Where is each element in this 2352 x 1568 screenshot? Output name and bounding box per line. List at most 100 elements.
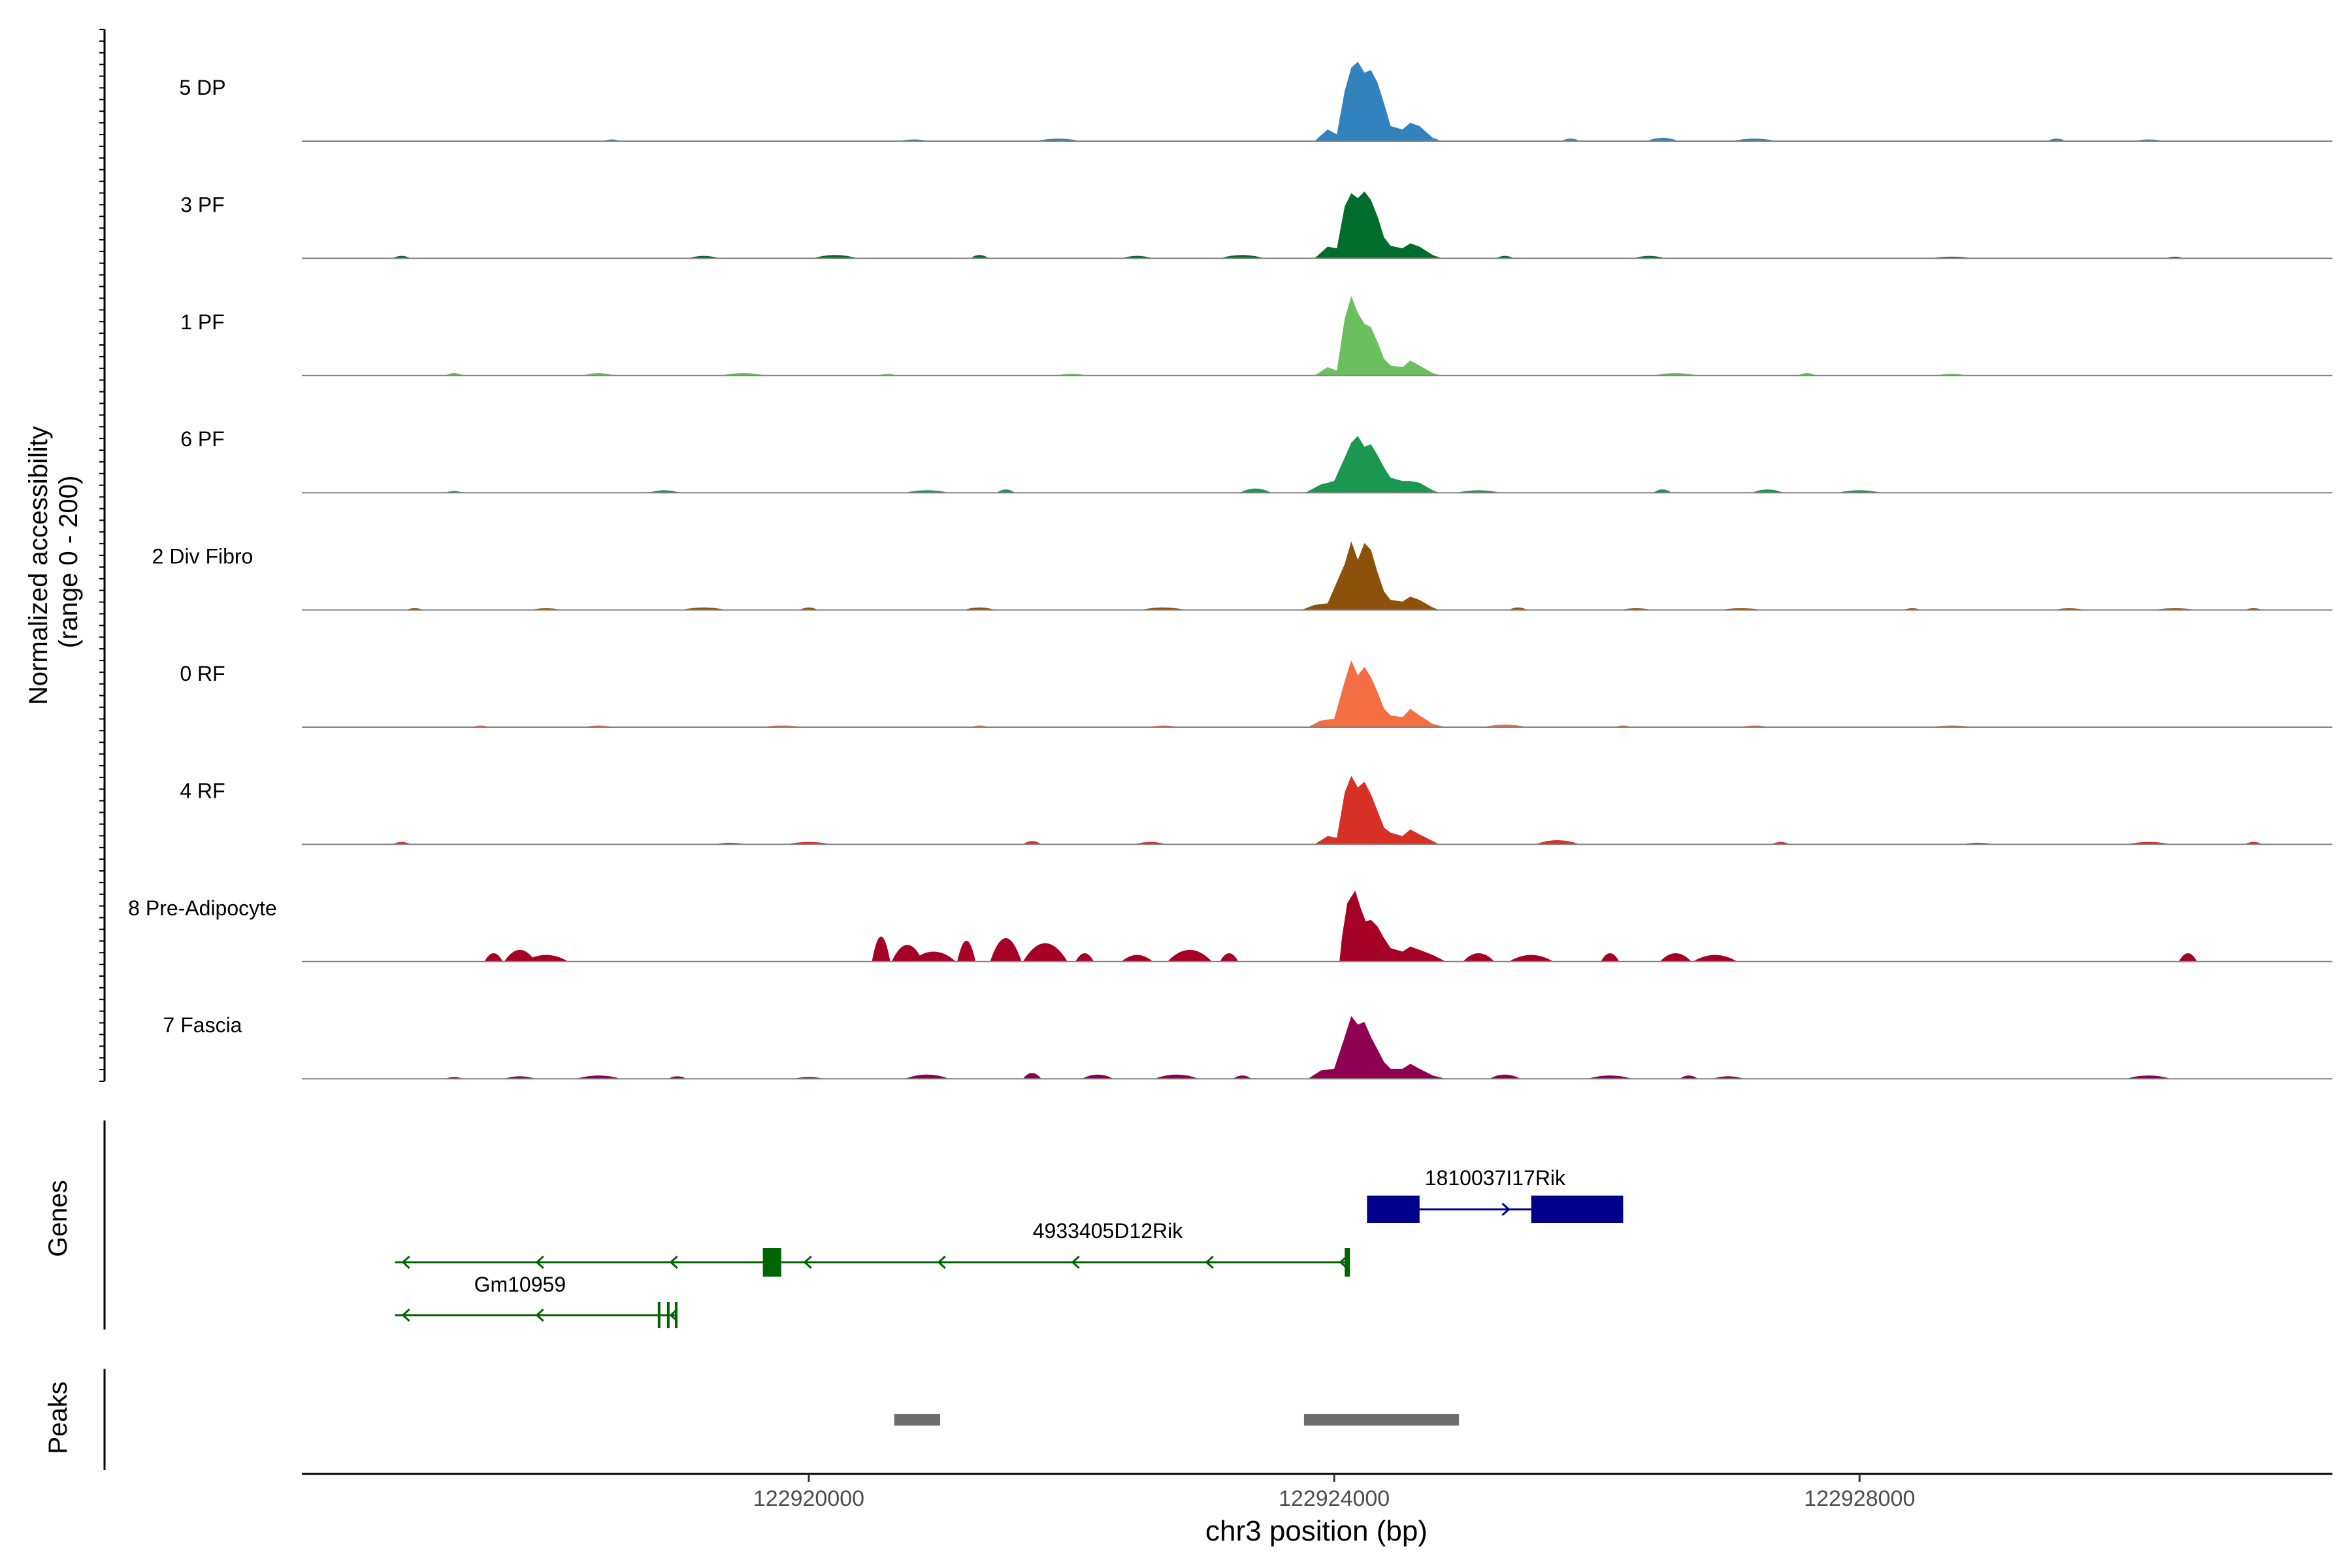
coverage-bump <box>1509 955 1554 962</box>
coverage-bump <box>484 953 503 962</box>
peak-region <box>894 1414 941 1426</box>
gene-label: 1810037I17Rik <box>1425 1166 1566 1190</box>
coverage-bump <box>1082 1074 1114 1079</box>
x-axis-label: chr3 position (bp) <box>1205 1515 1428 1547</box>
x-tick-label: 122924000 <box>1279 1486 1390 1511</box>
track-1-pf: 1 PF <box>180 296 2332 376</box>
x-tick-label: 122928000 <box>1804 1486 1915 1511</box>
gene-track-label: Genes <box>44 1180 73 1257</box>
track-label: 0 RF <box>180 662 225 685</box>
gene-exon <box>1531 1196 1624 1223</box>
coverage-bump <box>1022 943 1068 962</box>
coverage-peak <box>1301 541 1439 610</box>
coverage-bump <box>813 255 858 259</box>
strand-arrow <box>535 1308 544 1322</box>
coverage-peak <box>1315 191 1442 259</box>
coverage-bump <box>504 949 536 962</box>
coverage-bump <box>1239 488 1271 493</box>
strand-arrow <box>669 1255 678 1269</box>
coverage-peak <box>1307 1016 1446 1079</box>
coverage-peak <box>1315 61 1442 141</box>
coverage-bump <box>904 1074 949 1079</box>
coverage-bump <box>1535 840 1580 845</box>
coverage-bump <box>891 945 923 962</box>
coverage-bump <box>1601 953 1620 962</box>
y-axis-label-line1: Normalized accessibility <box>24 426 53 705</box>
x-axis: 122920000 122924000 122928000 <box>302 1473 2332 1511</box>
gene-exon <box>666 1302 670 1328</box>
strand-arrow <box>1501 1202 1511 1217</box>
track-label: 1 PF <box>180 310 225 334</box>
coverage-bump <box>2126 1075 2171 1079</box>
coverage-bump <box>911 951 956 962</box>
peak-region <box>1303 1414 1460 1426</box>
coverage-bump <box>1022 1073 1041 1079</box>
coverage-bump <box>1220 953 1239 962</box>
coverage-bump <box>872 936 890 962</box>
coverage-bump <box>2178 953 2197 962</box>
accessibility-tracks: 5 DP 3 PF 1 PF 6 PF 2 Div Fibro 0 RF 4 RF 8 Pre… <box>99 29 2332 1082</box>
peak-track <box>103 1369 1460 1470</box>
coverage-bump <box>576 1075 621 1079</box>
track-3-pf: 3 PF <box>180 191 2332 259</box>
gene-exon <box>762 1248 781 1277</box>
strand-arrow <box>401 1308 410 1322</box>
coverage-bump <box>1233 1075 1252 1079</box>
coverage-peak <box>1315 776 1439 845</box>
gene-track: 1810037I17Rik 4933405D12Rik Gm10959 <box>103 1120 1624 1330</box>
coverage-bump <box>523 955 568 962</box>
coverage-bump <box>990 938 1022 962</box>
coverage-bump <box>1489 1074 1521 1079</box>
track-8-pre-adipocyte: 8 Pre-Adipocyte <box>128 890 2332 962</box>
x-tick-label: 122920000 <box>753 1486 864 1511</box>
gene-1810037i17rik: 1810037I17Rik <box>1367 1166 1624 1223</box>
track-label: 3 PF <box>180 193 225 216</box>
coverage-peak <box>1339 890 1446 962</box>
track-7-fascia: 7 Fascia <box>163 1013 2332 1080</box>
gene-exon <box>657 1302 661 1328</box>
coverage-bump <box>1220 255 1265 259</box>
coverage-bump <box>970 255 989 259</box>
coverage-bump <box>1121 955 1153 962</box>
track-label: 7 Fascia <box>163 1013 242 1037</box>
strand-arrow <box>401 1255 410 1269</box>
y-axis-label-line2: (range 0 - 200) <box>54 476 83 649</box>
peak-track-label: Peaks <box>44 1381 73 1454</box>
coverage-bump <box>1154 1074 1199 1079</box>
coverage-bump <box>1653 489 1672 493</box>
strand-arrow <box>1071 1255 1080 1269</box>
coverage-bump <box>957 940 976 962</box>
strand-arrow <box>803 1255 812 1269</box>
gene-exon <box>1345 1248 1350 1277</box>
gene-4933405d12rik: 4933405D12Rik <box>395 1219 1350 1277</box>
gene-label: 4933405D12Rik <box>1033 1219 1184 1243</box>
track-5-dp: 5 DP <box>179 61 2332 142</box>
coverage-bump <box>1022 841 1041 845</box>
track-label: 4 RF <box>180 779 225 802</box>
y-axis-label: Normalized accessibility (range 0 - 200) <box>24 419 83 705</box>
coverage-bump <box>1693 955 1738 962</box>
track-0-rf: 0 RF <box>180 660 2332 728</box>
coverage-bump <box>1463 953 1495 962</box>
strand-arrow <box>937 1255 946 1269</box>
track-2-div-fibro: 2 Div Fibro <box>152 541 2332 611</box>
coverage-bump <box>1659 953 1691 962</box>
track-6-pf: 6 PF <box>180 427 2332 494</box>
track-label: 2 Div Fibro <box>152 545 253 568</box>
coverage-bump <box>1752 489 1784 493</box>
coverage-bump <box>1167 949 1212 962</box>
track-4-rf: 4 RF <box>180 776 2332 845</box>
gene-exon <box>1367 1196 1420 1223</box>
track-label: 6 PF <box>180 427 225 451</box>
coverage-bump <box>1075 953 1094 962</box>
gene-gm10959: Gm10959 <box>395 1273 678 1328</box>
coverage-peak <box>1305 436 1439 493</box>
coverage-bump <box>996 489 1015 493</box>
coverage-bump <box>1679 1075 1698 1079</box>
coverage-peak <box>1315 296 1442 376</box>
strand-arrow <box>1205 1255 1214 1269</box>
coverage-peak <box>1307 660 1446 727</box>
gene-exon <box>674 1302 678 1328</box>
gene-label: Gm10959 <box>474 1273 566 1296</box>
